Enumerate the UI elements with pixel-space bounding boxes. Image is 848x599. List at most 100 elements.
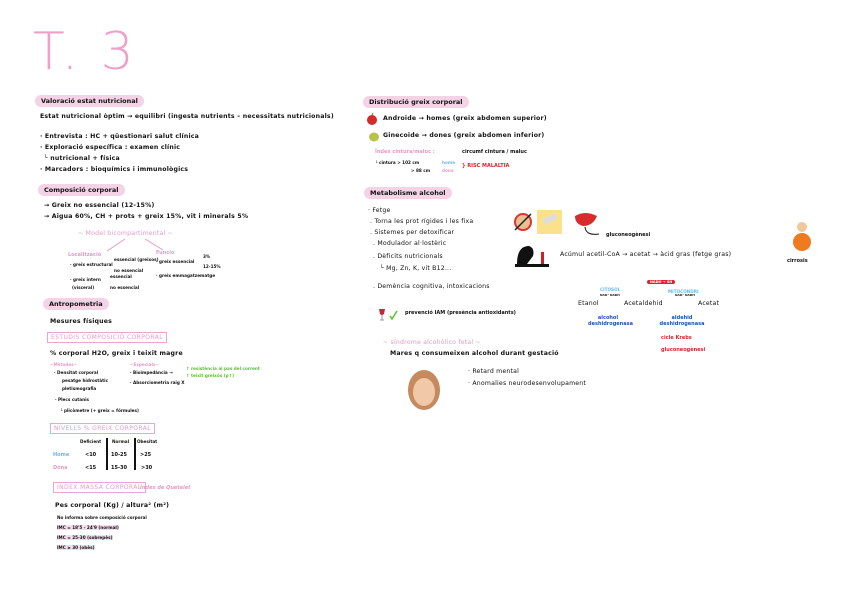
arrow-icon	[584, 226, 600, 235]
heading-fetal: ~ síndrome alcohòlico fetal ~	[383, 339, 481, 346]
text: IMC ≥ 30 (obès)	[57, 545, 95, 550]
text: Androide → homes (greix abdomen superior…	[383, 115, 547, 122]
text: IMC = 25-30 (sobrepès)	[57, 535, 113, 540]
cell: 10-25	[111, 452, 127, 458]
bullet: · Entrevista : HC + qüestionari salut cl…	[40, 133, 200, 140]
text: cirrosis	[787, 258, 808, 264]
text: Ginecoide → dones (greix abdomen inferio…	[383, 132, 545, 139]
text: Acúmul acetil-CoA → acetat → àcid gras (…	[560, 251, 732, 258]
page-title: T. 3	[33, 22, 137, 82]
text: · Densitat corporal	[54, 370, 99, 375]
text: Índex de Quetelet	[140, 485, 191, 491]
heading-valoracio: Valoració estat nutricional	[35, 95, 144, 107]
text: (visceral)	[72, 285, 95, 290]
text: home	[442, 160, 456, 165]
text: gluconeogènesi	[606, 232, 651, 238]
text: > 88 cm	[411, 168, 431, 173]
col-header: Obesitat	[137, 439, 158, 444]
text: pesatge hidrostàtic	[62, 378, 109, 383]
text: · greix essencial	[156, 259, 195, 264]
text: circumf cintura / maluc	[462, 149, 527, 155]
list-item: . Demència cognitiva, intoxicacions	[373, 283, 490, 290]
text: ~Especials~	[130, 362, 159, 367]
text: · greix estructural	[70, 262, 113, 267]
text: IMC = 18'5 - 24'9 (normal)	[57, 525, 119, 530]
nadh-badge: NADH → SH	[647, 280, 676, 284]
col-header: Normal	[112, 439, 130, 444]
fetal-syndrome-face-image	[408, 370, 440, 410]
text: · greix intern	[70, 277, 101, 282]
row-label: Dona	[53, 465, 68, 471]
enzyme-label: alcohol deshidrogenasa	[588, 315, 633, 327]
label-funcio: Funció	[156, 250, 175, 256]
text: gluconeogènesi	[661, 347, 706, 353]
text: cicle Krebs	[661, 335, 692, 341]
label-localitzacio: Localització	[68, 252, 102, 258]
pear-icon	[369, 132, 379, 142]
text-line: → Aigua 60%, CH + prots + greix 15%, vit…	[44, 213, 249, 220]
text: ↑ teixit greixós (ρ↑)	[186, 373, 235, 378]
box-estudis: ESTUDIS COMPOSICIÓ CORPORAL	[47, 332, 167, 343]
text: pletismografia	[62, 386, 97, 391]
no-food-bottle-liver-icons	[514, 210, 597, 234]
text-line: → Greix no essencial (12-15%)	[44, 202, 155, 209]
text: essencial	[110, 274, 132, 279]
text: ~Mètodes~	[50, 362, 78, 367]
text-line: Estat nutricional òptim → equilibri (ing…	[40, 113, 334, 120]
text: Índex cintura/maluc :	[375, 149, 435, 155]
text: Mares q consumeixen alcohol durant gesta…	[390, 350, 559, 357]
branch-arrows-icon	[106, 238, 164, 252]
text: └ cintura > 102 cm	[375, 160, 420, 165]
text: dona	[442, 168, 454, 173]
text: MITOCONDRI	[668, 289, 699, 294]
box-nivells: NIVELLS % GREIX CORPORAL	[50, 423, 155, 434]
cell: <15	[85, 465, 97, 471]
list-item: . Torna les prot rígides i les fixa	[370, 218, 474, 225]
text: Acetat	[698, 300, 720, 307]
text: no essencial	[110, 285, 140, 290]
text: · Bioimpedància →	[130, 370, 173, 375]
row-label: Home	[53, 452, 70, 458]
list-item: . Dèficits nutricionals	[373, 253, 443, 260]
person-icon	[793, 222, 811, 251]
heading-alcohol: Metabolisme alcohol	[364, 187, 452, 199]
text: NAD⁺ NADH	[600, 293, 620, 297]
text: └ plicòmetre (+ greix = fórmules)	[60, 408, 139, 413]
cell: >30	[141, 465, 153, 471]
text: 3%	[203, 254, 211, 259]
list-item: . Modulador al·lostèric	[373, 240, 447, 247]
text: 12-15%	[203, 264, 221, 269]
apple-icon	[367, 113, 377, 125]
list-item: . Sistemes per detoxificar	[370, 229, 455, 236]
sub-bullet: └ nutricional + física	[44, 155, 120, 162]
text: Etanol	[578, 300, 599, 307]
text: CITOSOL	[600, 287, 621, 292]
text: · greix emmagatzematge	[156, 273, 216, 278]
text: % corporal H2O, greix i teixit magre	[50, 350, 183, 357]
text: No informa sobre composició corporal	[57, 515, 147, 520]
text: no essencial	[114, 268, 144, 273]
list-item: · Fetge	[368, 207, 391, 214]
text: essencial (greixos)	[114, 257, 159, 262]
risk-label: } RISC MALALTIA	[462, 163, 510, 169]
text: · Retard mental	[468, 368, 520, 375]
box-imc: ÍNDEX MASSA CORPORAL	[53, 482, 146, 493]
drinking-person-icon	[515, 246, 549, 267]
col-header: Deficient	[80, 439, 102, 444]
enzyme-label: aldehid deshidrogenasa	[659, 315, 705, 327]
text: NAD⁺ NADH	[675, 293, 695, 297]
text: · Absorciometria raig X	[130, 380, 185, 385]
text: ↑ resistència al pas del corrent	[186, 366, 260, 371]
cell: >25	[140, 452, 152, 458]
bullet: · Marcadors : bioquímics i immunològics	[40, 166, 189, 173]
text: prevenció IAM (presència antioxidants)	[405, 310, 516, 316]
cell: 15-30	[111, 465, 127, 471]
list-item: └ Mg, Zn, K, vit B12...	[380, 265, 452, 272]
cell: <10	[85, 452, 97, 458]
heading-distribucio: Distribució greix corporal	[363, 96, 469, 108]
heading-composicio: Composició corporal	[38, 184, 125, 196]
text: Acetaldehid	[624, 300, 663, 307]
wine-glass-icon	[379, 309, 398, 321]
text: Pes corporal (Kg) / altura² (m²)	[55, 502, 170, 509]
text: Mesures físiques	[50, 318, 113, 325]
